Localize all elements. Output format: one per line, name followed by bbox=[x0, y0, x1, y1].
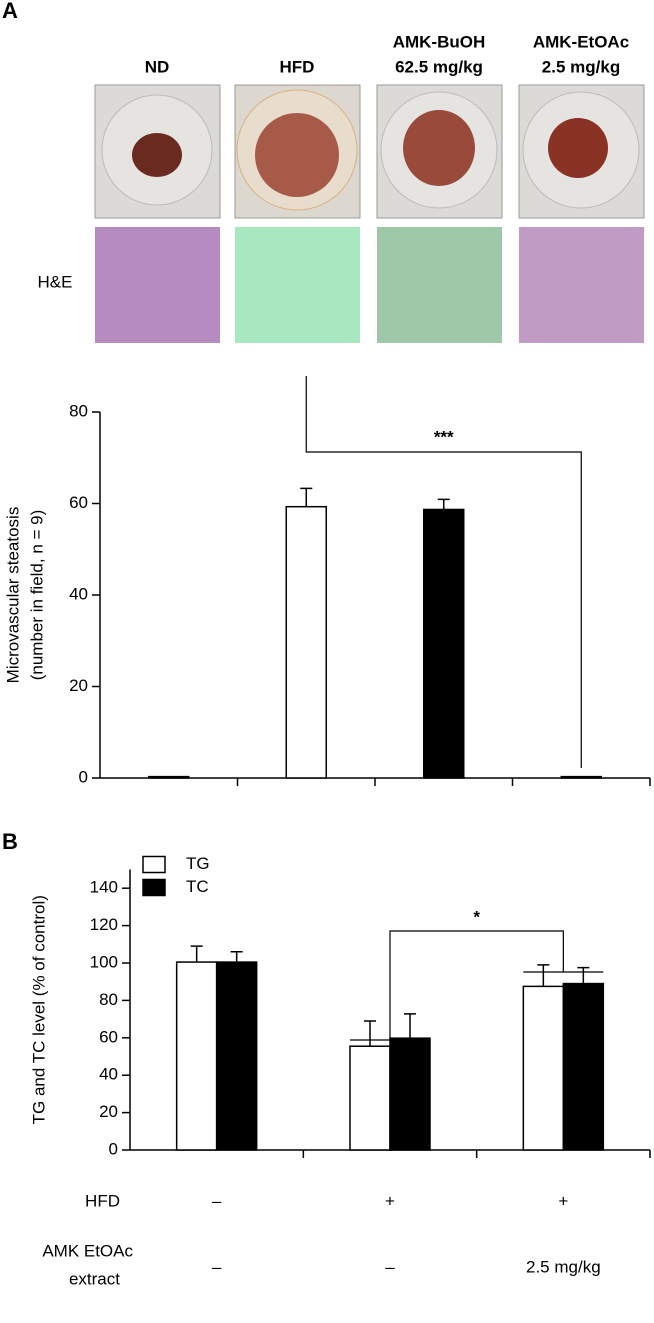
bar bbox=[562, 982, 605, 1151]
bar bbox=[175, 961, 218, 1151]
y-tick-label: 120 bbox=[90, 915, 118, 934]
panel-label: B bbox=[2, 829, 18, 854]
legend-swatch bbox=[142, 878, 166, 897]
group-label: AMK-EtOAc bbox=[533, 32, 629, 51]
significance-label: * bbox=[473, 907, 480, 926]
bar bbox=[560, 775, 602, 779]
y-tick-label: 20 bbox=[69, 676, 88, 695]
error-bar bbox=[437, 498, 450, 510]
error-bar bbox=[537, 964, 550, 987]
error-bar bbox=[190, 945, 203, 963]
y-tick-label: 0 bbox=[79, 767, 88, 786]
group-label: ND bbox=[145, 57, 170, 76]
y-axis-label: Microvascular steatosis bbox=[3, 507, 22, 684]
bar bbox=[349, 1045, 391, 1151]
y-tick-label: 20 bbox=[99, 1102, 118, 1121]
y-tick-label: 60 bbox=[99, 1027, 118, 1046]
row-label: extract bbox=[69, 1269, 120, 1288]
group-label: 2.5 mg/kg bbox=[542, 57, 620, 76]
error-bar bbox=[230, 951, 243, 963]
y-tick-label: 60 bbox=[69, 493, 88, 512]
error-bar bbox=[577, 966, 590, 984]
group-label: AMK-BuOH bbox=[393, 32, 486, 51]
significance-label: *** bbox=[434, 427, 454, 446]
error-bar bbox=[364, 1020, 376, 1047]
bar bbox=[148, 775, 190, 779]
y-axis-label: (number in field, n = 9) bbox=[27, 510, 46, 681]
error-bar bbox=[300, 487, 313, 507]
row-value: 2.5 mg/kg bbox=[526, 1257, 601, 1276]
bar bbox=[423, 508, 465, 779]
photos bbox=[94, 84, 645, 343]
legend-label: TC bbox=[186, 877, 209, 896]
y-tick-label: 0 bbox=[109, 1139, 118, 1158]
row-label: HFD bbox=[85, 1191, 120, 1210]
row-label: AMK EtOAc bbox=[42, 1241, 133, 1260]
y-tick-label: 80 bbox=[99, 990, 118, 1009]
y-tick-label: 40 bbox=[99, 1065, 118, 1084]
row-value: – bbox=[385, 1257, 395, 1276]
row-value: + bbox=[385, 1191, 395, 1210]
row-value: + bbox=[558, 1191, 568, 1210]
y-axis-label: TG and TC level (% of control) bbox=[29, 895, 48, 1124]
row-value: – bbox=[212, 1191, 222, 1210]
legend-swatch bbox=[142, 855, 166, 874]
group-label: 62.5 mg/kg bbox=[395, 57, 483, 76]
y-tick-label: 100 bbox=[90, 952, 118, 971]
panel-label: A bbox=[2, 0, 18, 23]
y-tick-label: 140 bbox=[90, 878, 118, 897]
bar bbox=[522, 985, 565, 1151]
error-bar bbox=[404, 1013, 416, 1039]
legend-label: TG bbox=[186, 854, 210, 873]
bar bbox=[215, 961, 258, 1151]
bar bbox=[389, 1037, 431, 1151]
stain-label: H&E bbox=[38, 272, 73, 291]
y-tick-label: 40 bbox=[69, 584, 88, 603]
group-label: HFD bbox=[280, 57, 315, 76]
significance-bracket bbox=[350, 930, 604, 1041]
bar bbox=[285, 505, 327, 779]
row-value: – bbox=[212, 1257, 222, 1276]
y-tick-label: 80 bbox=[69, 401, 88, 420]
significance-bracket bbox=[305, 376, 582, 768]
